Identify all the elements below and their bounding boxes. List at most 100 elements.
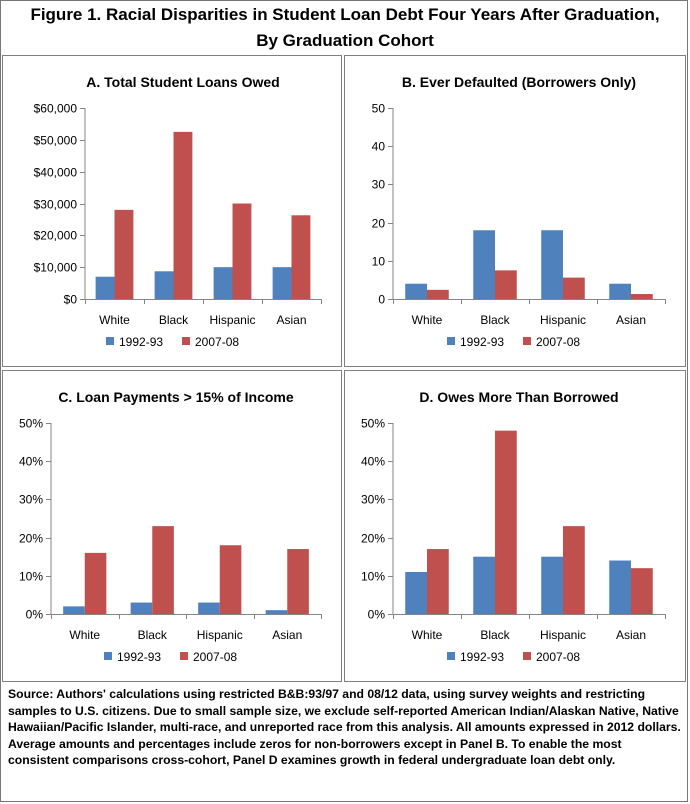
- bar-hispanic-1992-93: [541, 230, 563, 299]
- y-tick-label: $60,000: [34, 102, 78, 116]
- x-tick-label: Black: [138, 628, 168, 642]
- bar-asian-2007-08: [287, 549, 309, 614]
- legend-label: 1992-93: [117, 650, 161, 664]
- panel-c-loan-payments: C. Loan Payments > 15% of Income 0% 10% 20%…: [2, 370, 342, 682]
- bar-black-2007-08: [495, 430, 517, 614]
- bar-black-2007-08: [152, 526, 174, 614]
- legend-swatch: [106, 337, 114, 345]
- chart-svg: A. Total Student Loans Owed $0 $10,000 $20,…: [34, 74, 322, 349]
- source-note: Source: Authors' calculations using rest…: [8, 687, 681, 767]
- panel-a-total-loans: A. Total Student Loans Owed $0 $10,000 $20,…: [2, 55, 342, 367]
- y-tick-label: $30,000: [34, 198, 78, 212]
- bar-hispanic-2007-08: [219, 545, 242, 614]
- bar-white-1992-93: [95, 276, 115, 299]
- bar-white-1992-93: [405, 571, 427, 614]
- chart-title: A. Total Student Loans Owed: [86, 74, 279, 90]
- x-tick-label: White: [69, 628, 100, 642]
- legend-label: 1992-93: [119, 335, 163, 349]
- bar-white-1992-93: [405, 283, 427, 299]
- x-tick-label: Asian: [616, 313, 646, 327]
- chart-svg: C. Loan Payments > 15% of Income 0% 10% 20%…: [19, 389, 322, 664]
- legend-swatch: [180, 652, 188, 660]
- bar-black-2007-08: [495, 270, 517, 299]
- y-tick-label: 30: [372, 178, 386, 192]
- y-tick-label: 40: [372, 140, 386, 154]
- y-tick-label: 30%: [361, 493, 385, 507]
- figure-title: Figure 1. Racial Disparities in Student …: [0, 2, 690, 54]
- legend-label: 2007-08: [536, 650, 580, 664]
- legend-swatch: [104, 652, 112, 660]
- legend-label: 2007-08: [193, 650, 237, 664]
- x-tick-label: Hispanic: [540, 628, 586, 642]
- legend-swatch: [447, 337, 455, 345]
- y-tick-label: 50: [372, 102, 386, 116]
- chart-svg: B. Ever Defaulted (Borrowers Only) 0 10 20 3…: [372, 74, 666, 349]
- legend-swatch: [523, 652, 531, 660]
- legend-label: 1992-93: [460, 335, 504, 349]
- bar-hispanic-1992-93: [198, 602, 220, 614]
- legend-swatch: [523, 337, 531, 345]
- chart-svg: D. Owes More Than Borrowed 0% 10% 20% 30% 40%…: [361, 389, 666, 664]
- x-tick-label: Hispanic: [209, 313, 255, 327]
- bar-asian-1992-93: [272, 267, 292, 299]
- x-tick-label: Asian: [276, 313, 306, 327]
- bar-asian-2007-08: [291, 215, 311, 299]
- y-tick-label: $20,000: [34, 229, 78, 243]
- figure-title-line-1: Figure 1. Racial Disparities in Student …: [30, 5, 660, 24]
- x-tick-label: White: [412, 313, 443, 327]
- bar-black-1992-93: [154, 271, 174, 299]
- bar-asian-2007-08: [631, 568, 653, 614]
- bar-asian-1992-93: [265, 610, 288, 614]
- x-tick-label: White: [99, 313, 130, 327]
- y-tick-label: $0: [64, 293, 78, 307]
- bar-hispanic-2007-08: [232, 203, 252, 299]
- bar-black-2007-08: [173, 131, 193, 299]
- bar-white-2007-08: [84, 552, 107, 614]
- y-tick-label: 10%: [19, 570, 43, 584]
- bar-white-2007-08: [427, 289, 449, 299]
- x-tick-label: Asian: [272, 628, 302, 642]
- figure-title-line-2: By Graduation Cohort: [256, 31, 434, 50]
- chart-title: B. Ever Defaulted (Borrowers Only): [402, 74, 636, 90]
- y-tick-label: 30%: [19, 493, 43, 507]
- bar-black-1992-93: [473, 230, 495, 299]
- y-tick-label: 10: [372, 255, 386, 269]
- y-tick-label: 50%: [19, 417, 43, 431]
- bar-asian-1992-93: [609, 283, 631, 299]
- y-tick-label: 20: [372, 217, 386, 231]
- y-tick-label: $40,000: [34, 166, 78, 180]
- panel-d-owes-more: D. Owes More Than Borrowed 0% 10% 20% 30% 40%…: [344, 370, 686, 682]
- x-tick-label: Black: [480, 628, 510, 642]
- chart-title: C. Loan Payments > 15% of Income: [58, 389, 294, 405]
- y-tick-label: 10%: [361, 570, 385, 584]
- x-tick-label: Hispanic: [540, 313, 586, 327]
- bar-hispanic-2007-08: [563, 526, 585, 614]
- bar-asian-1992-93: [609, 560, 631, 614]
- bar-white-2007-08: [114, 209, 134, 299]
- chart-title: D. Owes More Than Borrowed: [419, 389, 618, 405]
- y-tick-label: $10,000: [34, 261, 78, 275]
- x-tick-label: Black: [159, 313, 189, 327]
- x-tick-label: Black: [480, 313, 510, 327]
- bar-white-1992-93: [63, 606, 85, 614]
- y-tick-label: $50,000: [34, 134, 78, 148]
- legend-label: 2007-08: [536, 335, 580, 349]
- bar-asian-2007-08: [631, 294, 653, 299]
- legend-swatch: [447, 652, 455, 660]
- y-tick-label: 0: [378, 293, 385, 307]
- y-tick-label: 0%: [368, 608, 386, 622]
- bar-black-1992-93: [130, 602, 153, 614]
- y-tick-label: 20%: [361, 532, 385, 546]
- bar-black-1992-93: [473, 556, 495, 614]
- bar-hispanic-1992-93: [213, 267, 233, 299]
- legend-label: 1992-93: [460, 650, 504, 664]
- bar-hispanic-1992-93: [541, 556, 563, 614]
- y-tick-label: 50%: [361, 417, 385, 431]
- y-tick-label: 0%: [26, 608, 44, 622]
- y-tick-label: 40%: [361, 455, 385, 469]
- x-tick-label: White: [412, 628, 443, 642]
- x-tick-label: Asian: [616, 628, 646, 642]
- panel-b-ever-defaulted: B. Ever Defaulted (Borrowers Only) 0 10 20 3…: [344, 55, 686, 367]
- y-tick-label: 40%: [19, 455, 43, 469]
